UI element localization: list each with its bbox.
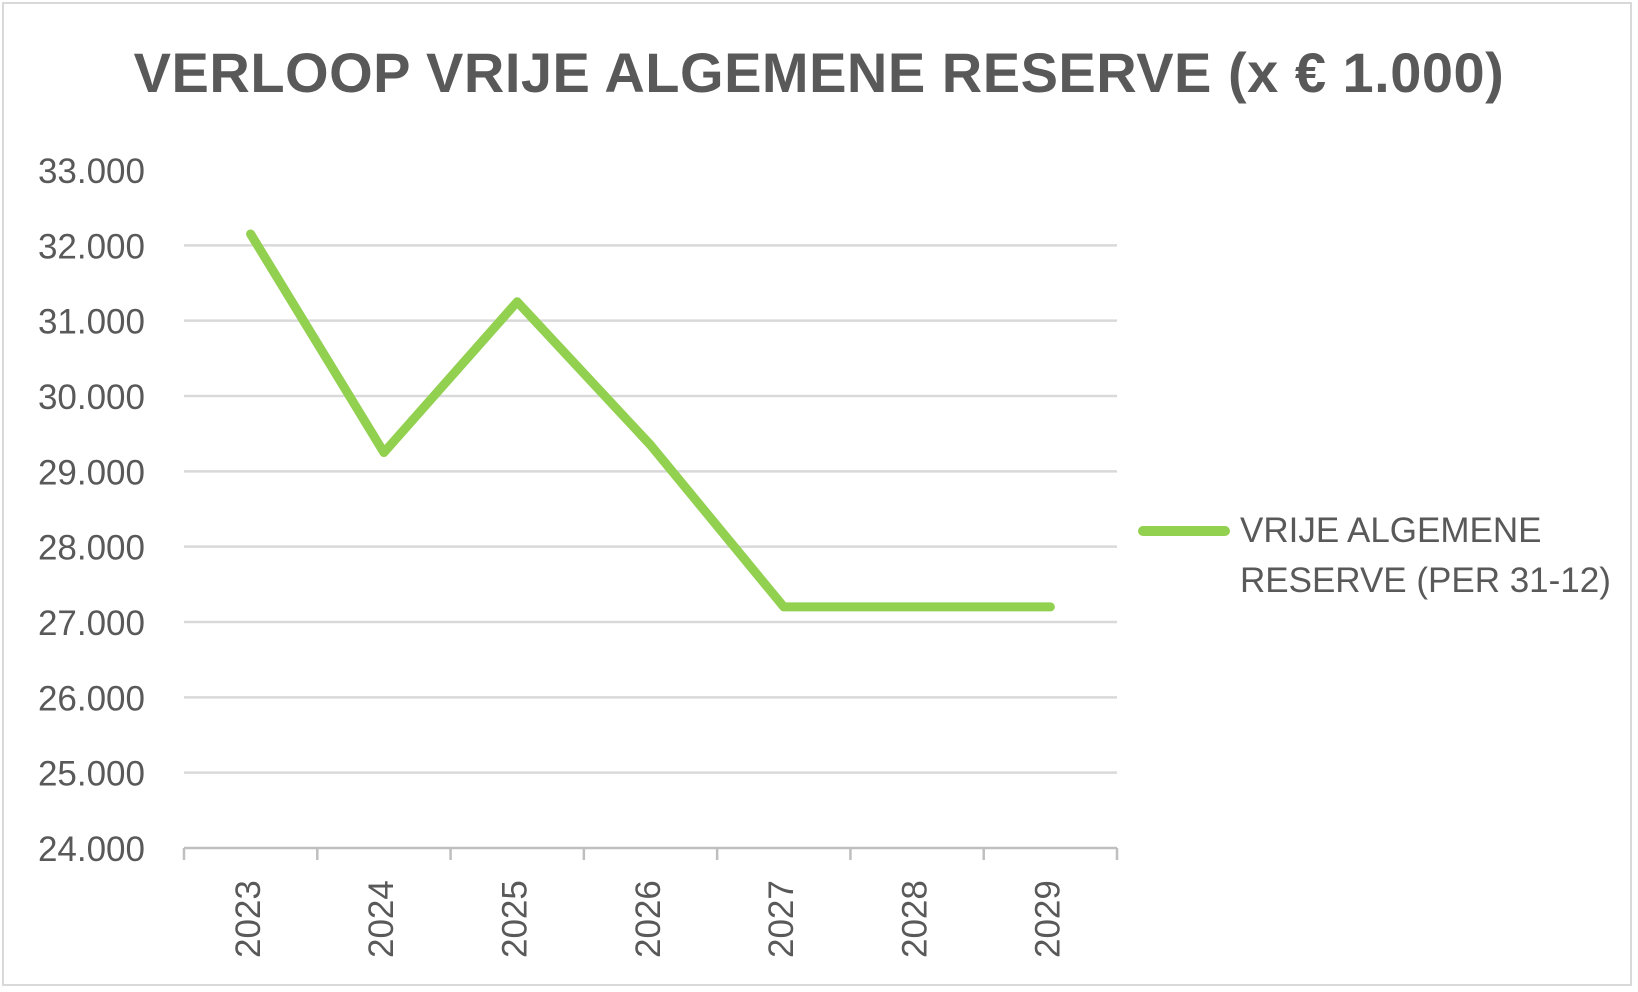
legend-label: VRIJE ALGEMENE RESERVE (PER 31-12) <box>1240 511 1611 600</box>
y-tick-label: 30.000 <box>38 378 145 417</box>
x-tick-label: 2026 <box>629 880 668 958</box>
y-tick-label: 27.000 <box>38 604 145 643</box>
x-axis <box>182 846 1119 860</box>
x-tick-label: 2027 <box>762 880 801 958</box>
y-tick-label: 28.000 <box>38 529 145 568</box>
x-tick-label: 2028 <box>895 880 934 958</box>
x-tick-label: 2029 <box>1029 880 1068 958</box>
x-axis-tick-labels: 2023 2024 2025 2026 2027 2028 2029 <box>229 880 1068 958</box>
series-layer <box>246 229 1055 612</box>
chart-title: VERLOOP VRIJE ALGEMENE RESERVE (x € 1.00… <box>133 41 1505 104</box>
y-tick-label: 29.000 <box>38 453 145 492</box>
y-tick-label: 33.000 <box>38 152 145 191</box>
x-tick-label: 2025 <box>495 880 534 958</box>
gridlines <box>184 244 1117 774</box>
y-tick-label: 24.000 <box>38 830 145 869</box>
series-line <box>246 229 1055 612</box>
x-tick-label: 2023 <box>229 880 268 958</box>
y-tick-label: 31.000 <box>38 303 145 342</box>
legend-swatch <box>1138 526 1230 536</box>
y-axis-tick-labels: 24.000 25.000 26.000 27.000 28.000 29.000 30.0… <box>38 152 145 869</box>
y-tick-label: 26.000 <box>38 679 145 718</box>
y-tick-label: 25.000 <box>38 755 145 794</box>
x-tick-label: 2024 <box>362 880 401 958</box>
y-tick-label: 32.000 <box>38 227 145 266</box>
